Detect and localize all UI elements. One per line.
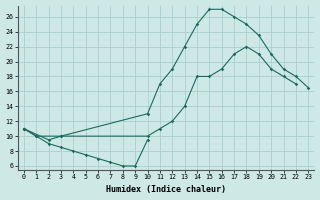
X-axis label: Humidex (Indice chaleur): Humidex (Indice chaleur) <box>106 185 226 194</box>
